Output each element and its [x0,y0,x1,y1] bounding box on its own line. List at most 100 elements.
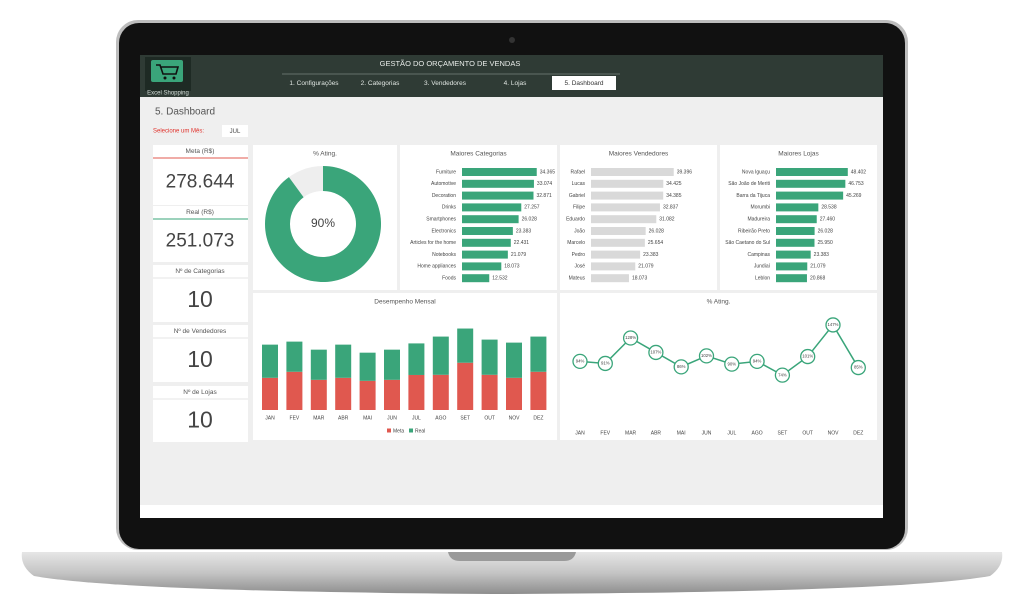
line-marker [622,330,639,346]
point-label: 101% [802,354,813,359]
bar [776,238,815,247]
nav-tab[interactable]: 4. Lojas [504,80,528,87]
x-tick-label: NOV [509,415,521,421]
chart-title: Desempenho Mensal [374,299,436,306]
bar-value-label: 25.654 [648,240,664,246]
stacked-segment [457,328,474,363]
kpi-card [153,206,248,262]
bar-value-label: 28.538 [821,205,837,211]
month-value[interactable]: JUL [230,129,241,135]
month-prompt: Selecione um Mês: [153,129,204,135]
x-tick-label: FEV [600,430,610,436]
bar-category: Barra da Tijuca [736,193,770,199]
bar-value-label: 21.079 [810,264,826,270]
bar [462,262,502,271]
bar [462,227,513,235]
bar [591,179,664,188]
x-tick-label: JUL [412,415,421,421]
bar [776,227,815,235]
bar-value-label: 18.073 [632,276,648,282]
bar-category: Foods [442,276,456,282]
kpi-label: Nº de Vendedores [174,328,227,335]
nav-tab[interactable]: 2. Categorias [361,80,400,87]
kpi-card [153,145,248,205]
bar-category: Electronics [432,228,457,234]
stacked-segment [506,342,522,378]
bar-value-label: 21.079 [511,252,527,258]
point-label: 102% [701,353,712,358]
stacked-segment [432,336,449,375]
bar-category: São Caetano do Sul [725,240,770,246]
bar [776,274,807,283]
bar [591,227,646,235]
stacked-segment [359,380,376,410]
x-tick-label: JAN [265,415,275,421]
bar-value-label: 34.385 [666,193,682,199]
stacked-segment [335,377,352,410]
bar-value-label: 18.073 [504,264,520,270]
kpi-value: 10 [187,346,213,372]
kpi-value: 10 [187,286,213,312]
line-marker [572,353,588,370]
bar [776,168,848,176]
bar-value-label: 32.871 [536,193,552,199]
bar-value-label: 48.402 [851,169,867,175]
chart-title: % Ating. [313,151,337,158]
bar [462,168,537,176]
bar [462,203,522,212]
bar [462,274,490,283]
x-tick-label: AGO [435,415,446,421]
bar-value-label: 21.079 [638,264,654,270]
x-tick-label: SET [460,415,470,421]
bar [591,191,664,200]
nav-tab[interactable]: 1. Configurações [289,80,339,87]
bar-category: Drinks [442,205,457,211]
bar [462,191,534,200]
bar [462,238,511,247]
bar-value-label: 23.383 [814,252,830,258]
point-label: 91% [601,361,610,366]
bar-category: Marcelo [567,240,585,246]
point-label: 94% [753,359,762,364]
bar [591,168,674,176]
webcam [509,37,515,43]
bar [591,238,645,247]
bar-category: Home appliances [417,264,456,270]
kpi-label: Real (R$) [186,209,214,216]
bar-value-label: 31.082 [659,217,675,223]
line-marker [724,356,740,372]
logo-text: Excel Shopping [147,91,189,97]
bar [776,262,808,271]
bar-category: Filipe [573,205,585,211]
bar-value-label: 26.028 [522,217,538,223]
point-label: 90% [727,361,736,366]
line-marker [673,359,689,375]
x-tick-label: MAI [677,430,686,436]
stacked-segment [530,336,547,372]
stacked-segment [262,344,278,378]
x-tick-label: MAR [313,415,325,421]
bar-value-label: 25.950 [817,240,833,246]
x-tick-label: SET [778,430,788,436]
line-marker [749,353,765,370]
stacked-segment [286,341,303,372]
month-select[interactable] [222,125,248,137]
x-tick-label: JUN [387,415,397,421]
chart-title: Maiores Categorias [450,151,507,158]
x-tick-label: OUT [484,415,495,421]
legend-label: Meta [393,428,404,434]
bar [591,274,629,283]
bar-value-label: 12.532 [492,276,508,282]
bar-category: Automotive [431,181,456,187]
bar [591,250,641,259]
donut-segment [265,166,382,283]
nav-tab[interactable]: 5. Dashboard [564,80,603,87]
stacked-segment [481,339,498,375]
tab-active-bg[interactable] [552,76,616,90]
bar-value-label: 22.431 [514,240,530,246]
bar-category: Articles for the home [410,240,456,246]
cart-wheel [163,76,167,80]
nav-tab[interactable]: 3. Vendedores [424,80,467,87]
app-title: GESTÃO DO ORÇAMENTO DE VENDAS [380,59,521,68]
kpi-card [153,265,248,322]
